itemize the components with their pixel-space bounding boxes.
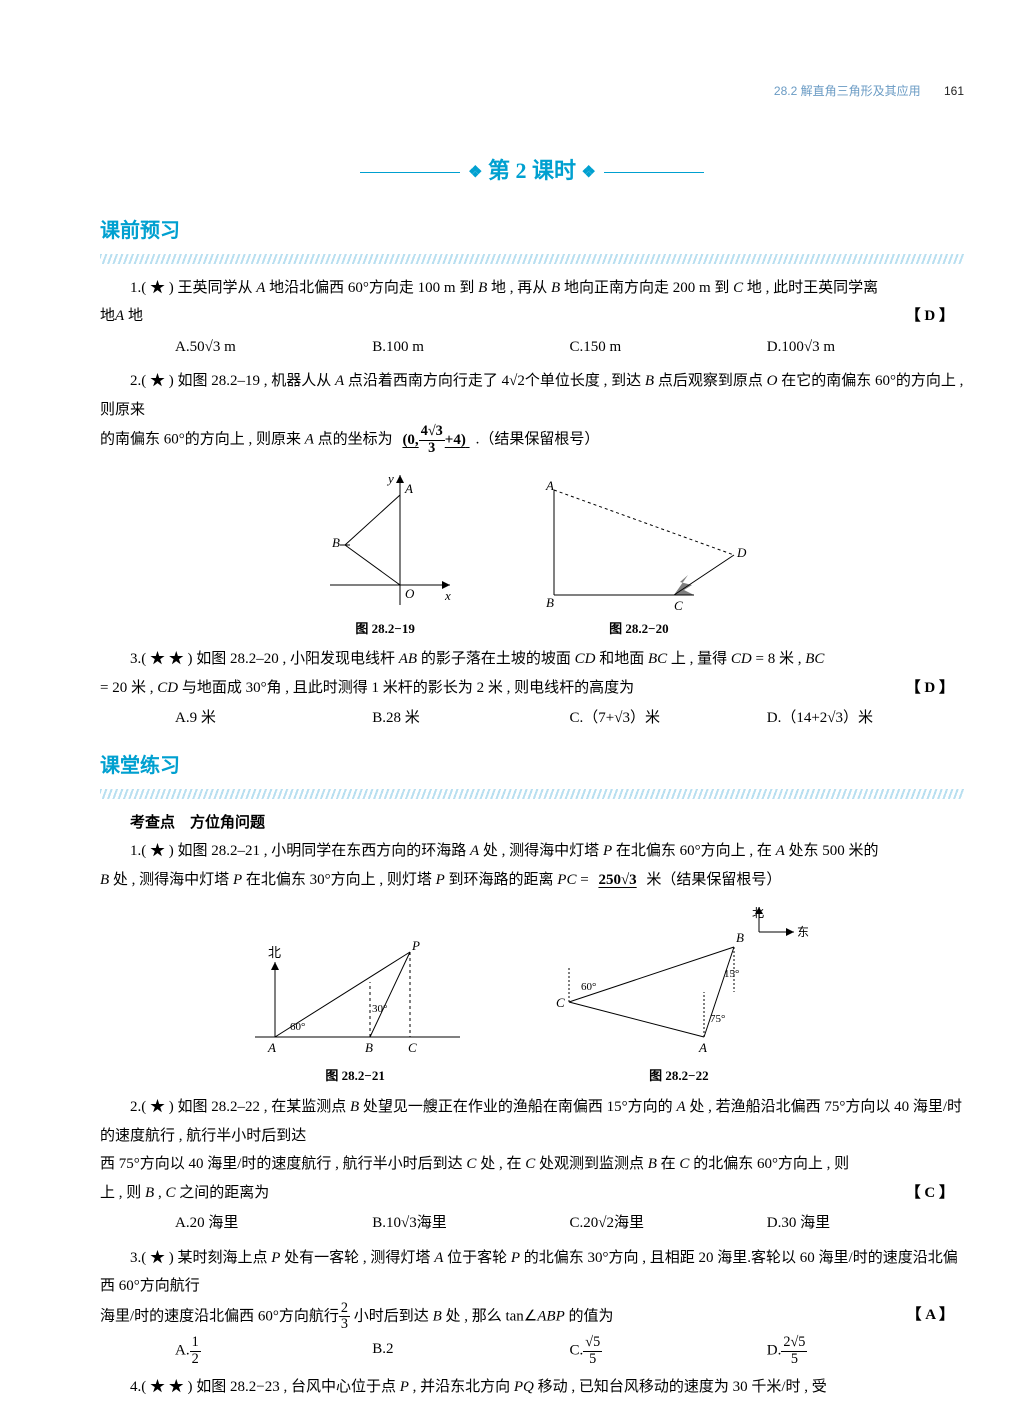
svg-text:60°: 60° bbox=[290, 1021, 305, 1033]
svg-text:A: A bbox=[698, 1040, 707, 1055]
svg-text:B: B bbox=[736, 930, 744, 945]
svg-text:P: P bbox=[411, 938, 420, 953]
options: A.9 米 B.28 米 C.（7+√3）米 D.（14+2√3）米 bbox=[100, 704, 964, 733]
fill-blank: (0,4√33+4) bbox=[396, 432, 475, 448]
svg-text:C: C bbox=[556, 995, 565, 1010]
svg-text:C: C bbox=[408, 1040, 417, 1055]
section-preclass-title: 课前预习 bbox=[100, 212, 964, 250]
question-2: 2.( ★ ) 如图 28.2–19 , 机器人从 A 点沿着西南方向行走了 4… bbox=[100, 367, 964, 456]
figure-caption: 图 28.2−21 bbox=[240, 1064, 470, 1089]
s2-question-3: 3.( ★ ) 某时刻海上点 P 处有一客轮 , 测得灯塔 A 位于客轮 P 的… bbox=[100, 1244, 964, 1368]
answer-box: A bbox=[906, 1301, 954, 1330]
svg-text:O: O bbox=[405, 586, 415, 601]
s2-question-2: 2.( ★ ) 如图 28.2–22 , 在某监测点 B 处望见一艘正在作业的渔… bbox=[100, 1093, 964, 1238]
section-inclass-title: 课堂练习 bbox=[100, 747, 964, 785]
answer-box: D bbox=[906, 302, 954, 331]
exam-point: 考查点 方位角问题 bbox=[100, 809, 964, 838]
svg-text:A: A bbox=[545, 478, 554, 493]
answer-box: D bbox=[906, 674, 954, 703]
svg-text:B: B bbox=[365, 1040, 373, 1055]
answer-box: C bbox=[906, 1179, 954, 1208]
figure-28-2-21: 北 60° 30° A B C P bbox=[240, 922, 470, 1062]
svg-text:30°: 30° bbox=[372, 1003, 387, 1015]
svg-text:A: A bbox=[404, 481, 413, 496]
svg-text:东: 东 bbox=[797, 925, 809, 939]
lesson-title: ❖ 第 2 课时 ❖ bbox=[100, 150, 964, 192]
page-header: 28.2 解直角三角形及其应用 161 bbox=[774, 80, 964, 103]
figure-caption: 图 28.2−20 bbox=[524, 617, 754, 642]
options: A.50√3 m B.100 m C.150 m D.100√3 m bbox=[100, 333, 964, 362]
figure-caption: 图 28.2−19 bbox=[310, 617, 460, 642]
page-number: 161 bbox=[944, 84, 964, 98]
svg-text:C: C bbox=[674, 598, 683, 613]
lesson-title-text: 第 2 课时 bbox=[488, 158, 576, 183]
figure-28-2-19: A B O x y bbox=[310, 465, 460, 615]
s2-question-4: 4.( ★ ★ ) 如图 28.2−23 , 台风中心位于点 P , 并沿东北方… bbox=[100, 1373, 964, 1402]
figures-row-2: 北 60° 30° A B C P 图 28.2−21 北 东 60° bbox=[100, 902, 964, 1089]
s2-question-1: 1.( ★ ) 如图 28.2–21 , 小明同学在东西方向的环海路 A 处 ,… bbox=[100, 837, 964, 894]
figure-caption: 图 28.2−22 bbox=[534, 1064, 824, 1089]
figure-28-2-20: A B C D bbox=[524, 475, 754, 615]
svg-text:75°: 75° bbox=[710, 1013, 725, 1025]
svg-text:y: y bbox=[386, 471, 394, 486]
svg-text:北: 北 bbox=[268, 945, 281, 960]
divider bbox=[100, 789, 964, 799]
figure-28-2-22: 北 东 60° 75° 15° B A C bbox=[534, 902, 824, 1062]
svg-text:60°: 60° bbox=[581, 981, 596, 993]
svg-text:x: x bbox=[444, 588, 451, 603]
svg-text:D: D bbox=[736, 545, 747, 560]
options: A.12 B.2 C.√55 D.2√55 bbox=[100, 1335, 964, 1367]
figures-row-1: A B O x y 图 28.2−19 A B C D 图 28.2−20 bbox=[100, 465, 964, 642]
svg-text:15°: 15° bbox=[724, 968, 739, 980]
svg-text:A: A bbox=[267, 1040, 276, 1055]
svg-text:B: B bbox=[332, 535, 340, 550]
question-3: 3.( ★ ★ ) 如图 28.2–20 , 小阳发现电线杆 AB 的影子落在土… bbox=[100, 645, 964, 733]
svg-text:北: 北 bbox=[752, 906, 764, 920]
svg-text:B: B bbox=[546, 595, 554, 610]
question-1: 1.( ★ ) 王英同学从 A 地沿北偏西 60°方向走 100 m 到 B 地… bbox=[100, 274, 964, 362]
options: A.20 海里 B.10√3海里 C.20√2海里 D.30 海里 bbox=[100, 1209, 964, 1238]
divider bbox=[100, 254, 964, 264]
section-label: 28.2 解直角三角形及其应用 bbox=[774, 84, 921, 98]
fill-blank: 250√3 bbox=[592, 872, 642, 888]
